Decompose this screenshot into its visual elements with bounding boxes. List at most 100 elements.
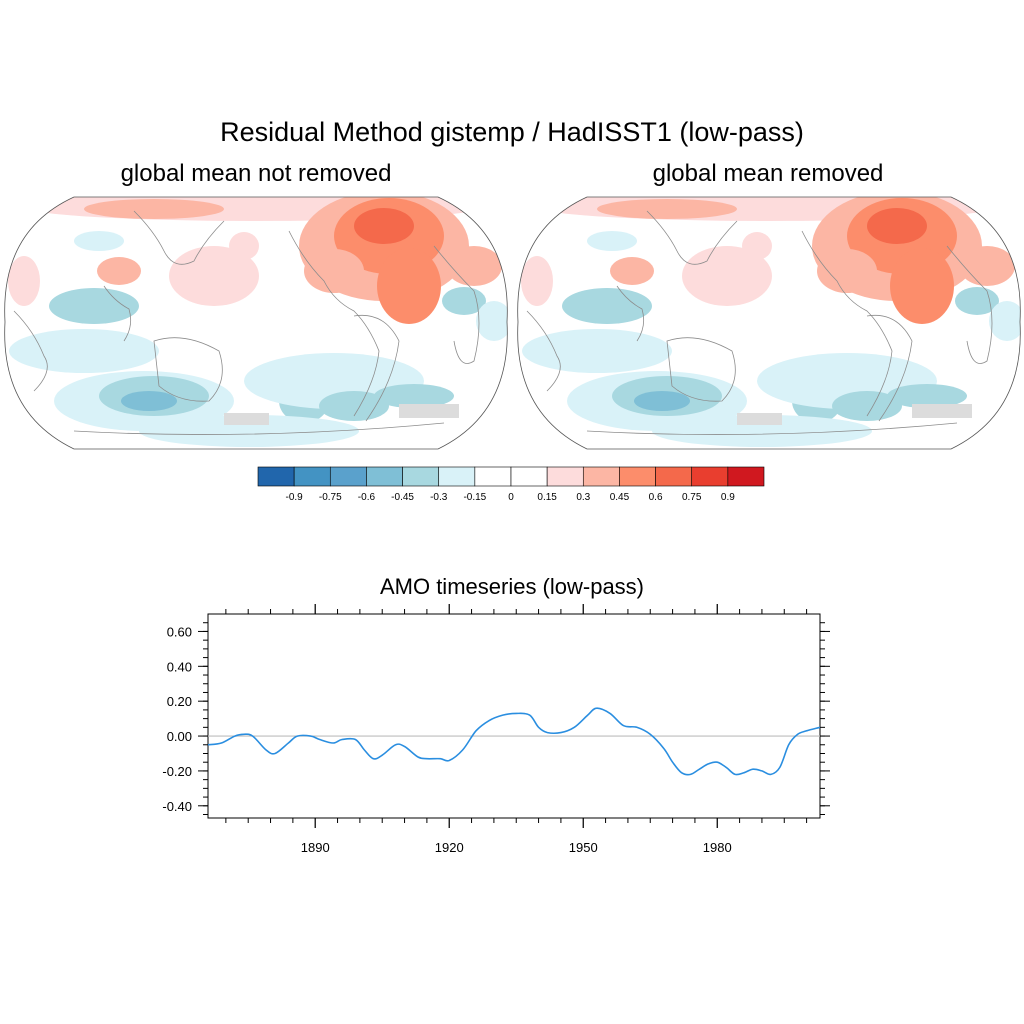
- anomaly-patch: [9, 329, 159, 373]
- y-tick-label: 0.00: [167, 729, 192, 744]
- anomaly-patch: [377, 248, 441, 324]
- coastline: [433, 245, 480, 364]
- coastline: [646, 210, 738, 265]
- amo-timeseries-chart: 1890 1920 1950 1980 0.60 0.40 0.20 0.00 -0.20 -0.…: [162, 604, 830, 855]
- y-tick-label: 0.40: [167, 659, 192, 674]
- y-tick-label: 0.60: [167, 624, 192, 639]
- anomaly-patch: [8, 256, 40, 306]
- y-tick-label: 0.20: [167, 694, 192, 709]
- land-mask: [912, 404, 972, 418]
- anomaly-patch: [587, 231, 637, 251]
- coastline: [153, 337, 223, 402]
- colorbar-label: 0.45: [610, 492, 630, 503]
- colorbar-box: [438, 466, 476, 487]
- colorbar-label: 0.3: [576, 492, 590, 503]
- colorbar-label: -0.3: [430, 492, 448, 503]
- x-tick-label: 1920: [435, 840, 464, 855]
- colorbar-box: [619, 466, 656, 487]
- coastline: [586, 422, 958, 435]
- x-tick-label: 1950: [569, 840, 598, 855]
- anomaly-patch: [139, 415, 359, 447]
- colorbar-box: [655, 466, 693, 487]
- anomaly-patch: [374, 384, 454, 408]
- map-right-title: global mean removed: [652, 160, 884, 187]
- map-border: [4, 196, 508, 450]
- coastline: [946, 245, 993, 364]
- anomaly-patch: [84, 199, 224, 219]
- figure-title: Residual Method gistemp / HadISST1 (low-…: [220, 117, 804, 147]
- anomaly-patch: [354, 208, 414, 244]
- anomaly-patch: [742, 232, 772, 260]
- coastline: [526, 310, 561, 392]
- colorbar-label: 0.15: [537, 492, 557, 503]
- colorbar-label: -0.6: [358, 492, 376, 503]
- colorbar-box: [691, 466, 729, 487]
- anomaly-patch: [890, 248, 954, 324]
- coastline: [288, 230, 380, 417]
- map-global-mean-removed: [517, 196, 1021, 450]
- x-tick-label: 1980: [703, 840, 732, 855]
- colorbar-box: [474, 466, 512, 487]
- colorbar-box: [546, 466, 584, 487]
- anomaly-patch: [521, 256, 553, 306]
- colorbar-box: [329, 466, 367, 487]
- anomaly-patch: [610, 257, 654, 285]
- colorbar-label: 0.9: [721, 492, 735, 503]
- coastline: [73, 422, 445, 435]
- colorbar-label: -0.15: [463, 492, 486, 503]
- colorbar-box: [257, 466, 295, 487]
- coastline: [103, 285, 132, 342]
- y-tick-label: -0.20: [162, 764, 192, 779]
- anomaly-patch: [817, 249, 877, 293]
- anomaly-patch: [304, 249, 364, 293]
- anomaly-patch: [652, 415, 872, 447]
- coastline: [353, 314, 400, 422]
- anomaly-patch: [446, 246, 502, 286]
- coastline: [666, 337, 736, 402]
- coastline: [616, 285, 645, 342]
- anomaly-patch: [887, 384, 967, 408]
- colorbar-box: [727, 466, 765, 487]
- colorbar-label: 0.6: [649, 492, 663, 503]
- y-tick-label: -0.40: [162, 799, 192, 814]
- anomaly-patch: [476, 301, 508, 341]
- land-mask: [737, 413, 782, 425]
- colorbar-label: 0: [508, 492, 514, 503]
- map-global-mean-not-removed: [4, 196, 508, 450]
- anomaly-patch: [522, 329, 672, 373]
- anomaly-patch: [989, 301, 1021, 341]
- colorbar-label: 0.75: [682, 492, 702, 503]
- land-mask: [224, 413, 269, 425]
- coastline: [133, 210, 225, 265]
- map-left-title: global mean not removed: [120, 160, 392, 187]
- colorbar-label: -0.75: [319, 492, 342, 503]
- anomaly-patch: [682, 246, 772, 306]
- anomaly-patch: [74, 231, 124, 251]
- land-mask: [399, 404, 459, 418]
- anomaly-patch: [169, 246, 259, 306]
- amo-series-line: [207, 707, 821, 776]
- x-tick-label: 1890: [301, 840, 330, 855]
- coastline: [801, 230, 893, 417]
- colorbar-box: [366, 466, 403, 487]
- anomaly-patch: [229, 232, 259, 260]
- anomaly-patch: [49, 288, 139, 324]
- coastline: [866, 314, 913, 422]
- anomaly-patch: [597, 199, 737, 219]
- anomaly-patch: [121, 391, 177, 411]
- colorbar-box: [402, 466, 440, 487]
- anomaly-patch: [562, 288, 652, 324]
- colorbar-label: -0.9: [286, 492, 304, 503]
- anomaly-patch: [634, 391, 690, 411]
- timeseries-title: AMO timeseries (low-pass): [379, 574, 645, 599]
- map-border: [517, 196, 1021, 450]
- colorbar-box: [510, 466, 548, 487]
- coastline: [13, 310, 48, 392]
- colorbar-label: -0.45: [391, 492, 414, 503]
- colorbar-box: [582, 466, 620, 487]
- colorbar-box: [293, 466, 331, 487]
- anomaly-patch: [867, 208, 927, 244]
- anomaly-patch: [959, 246, 1015, 286]
- anomaly-patch: [97, 257, 141, 285]
- colorbar: -0.9 -0.75 -0.6 -0.45 -0.3 -0.15 0 0.15 0.3 0.45 0…: [257, 466, 765, 503]
